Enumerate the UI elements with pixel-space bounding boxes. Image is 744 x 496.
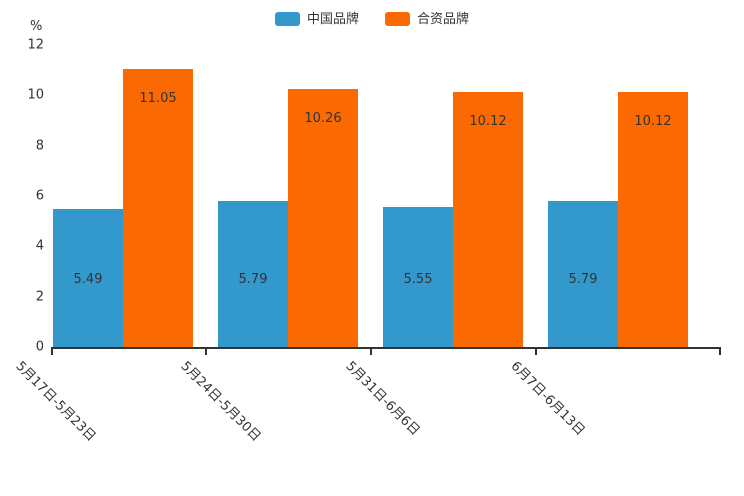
bar-value-label: 5.79 [568, 272, 598, 287]
legend-swatch-icon [385, 12, 410, 26]
bar[interactable]: 5.79 [548, 201, 618, 347]
x-axis-category-label: 5月17日-5月23日 [12, 358, 99, 445]
plot-area: 0 2 4 6 8 10 12 5.49 11.05 5.79 10.26 5.55 10.12 5.79… [27, 38, 720, 355]
bar[interactable]: 5.49 [53, 208, 123, 347]
legend-item-label: 中国品牌 [306, 11, 359, 27]
bar-value-label: 5.49 [73, 272, 103, 287]
bar-value-label: 5.79 [238, 272, 268, 287]
x-axis-tick [51, 347, 53, 355]
bar[interactable]: 11.05 [123, 68, 193, 347]
legend-item-label: 合资品牌 [417, 11, 470, 27]
x-axis-tick [535, 347, 537, 355]
x-axis-line [53, 347, 721, 349]
y-axis-tick-label: 2 [35, 289, 44, 305]
legend-item[interactable]: 合资品牌 [385, 12, 469, 26]
bar-value-label: 10.26 [304, 110, 342, 126]
y-axis-unit-label: % [30, 19, 43, 34]
x-axis-tick [719, 347, 721, 355]
bar[interactable]: 10.26 [288, 88, 358, 347]
x-axis-tick [205, 347, 207, 355]
bar[interactable]: 5.55 [383, 207, 453, 347]
bar[interactable]: 10.12 [453, 92, 523, 347]
bar[interactable]: 10.12 [618, 92, 688, 347]
x-axis-category-label: 5月24日-5月30日 [177, 358, 264, 445]
bar[interactable]: 5.79 [218, 201, 288, 347]
legend-item[interactable]: 中国品牌 [274, 11, 359, 27]
y-axis-tick-label: 12 [27, 37, 44, 53]
y-axis-tick-label: 0 [35, 339, 44, 355]
chart-legend: 中国品牌 合资品牌 [0, 12, 744, 26]
y-axis-tick-label: 6 [35, 188, 44, 204]
legend-swatch-icon [274, 12, 300, 26]
x-axis-tick [370, 347, 372, 355]
x-axis-category-label: 6月7日-6月13日 [507, 358, 588, 439]
bar-value-label: 10.12 [634, 114, 672, 130]
y-axis-tick-label: 10 [27, 87, 44, 103]
y-axis-tick-label: 8 [35, 138, 44, 154]
bar-value-label: 11.05 [139, 90, 177, 106]
x-axis-category-label: 5月31日-6月6日 [342, 358, 423, 439]
y-axis-tick-label: 4 [35, 238, 44, 254]
bar-value-label: 5.55 [403, 272, 433, 287]
bar-value-label: 10.12 [469, 114, 507, 130]
